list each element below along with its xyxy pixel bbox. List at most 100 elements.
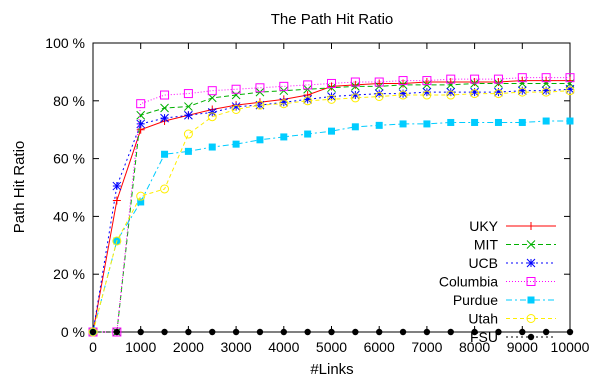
y-tick-label: 0 % bbox=[61, 324, 85, 340]
chart-title: The Path Hit Ratio bbox=[271, 11, 394, 28]
data-point bbox=[352, 328, 359, 336]
series-line bbox=[92, 88, 571, 333]
legend-item: MIT bbox=[474, 237, 556, 253]
data-point bbox=[209, 328, 216, 336]
legend-item: Purdue bbox=[453, 292, 556, 308]
legend-label: Utah bbox=[468, 311, 498, 327]
data-point bbox=[565, 84, 575, 94]
data-point bbox=[279, 99, 289, 109]
legend-item: Columbia bbox=[439, 274, 556, 290]
data-point bbox=[494, 87, 503, 97]
data-point bbox=[527, 222, 535, 230]
x-tick-label: 10000 bbox=[551, 339, 590, 355]
data-point bbox=[541, 87, 551, 97]
data-point bbox=[207, 86, 217, 96]
data-point bbox=[327, 82, 336, 91]
data-point bbox=[519, 328, 526, 336]
data-point bbox=[374, 77, 384, 87]
data-point bbox=[526, 258, 536, 268]
data-point bbox=[541, 73, 551, 83]
data-point bbox=[231, 84, 241, 94]
data-point bbox=[161, 150, 169, 158]
data-point bbox=[470, 78, 479, 87]
data-point bbox=[517, 87, 527, 97]
legend-item: Utah bbox=[468, 311, 556, 327]
data-point bbox=[527, 296, 535, 304]
x-tick-label: 7000 bbox=[411, 339, 442, 355]
data-point bbox=[527, 333, 535, 341]
data-point bbox=[304, 328, 311, 336]
y-axis-label: Path Hit Ratio bbox=[11, 141, 28, 234]
data-point bbox=[470, 89, 480, 99]
data-point bbox=[183, 89, 193, 99]
data-point bbox=[89, 328, 97, 336]
data-point bbox=[494, 118, 502, 126]
data-point bbox=[160, 184, 170, 194]
data-point bbox=[232, 328, 240, 336]
y-tick-label: 20 % bbox=[53, 266, 85, 282]
data-point bbox=[494, 78, 503, 87]
data-point bbox=[350, 93, 360, 103]
data-point bbox=[423, 328, 431, 336]
legend-label: Purdue bbox=[453, 292, 498, 308]
data-point bbox=[493, 74, 503, 84]
data-point bbox=[423, 120, 431, 128]
series-line bbox=[92, 120, 570, 333]
data-point bbox=[471, 328, 478, 336]
data-point bbox=[376, 328, 383, 336]
series-line bbox=[92, 90, 571, 333]
x-tick-label: 0 bbox=[89, 339, 97, 355]
data-point bbox=[208, 143, 216, 151]
data-point bbox=[526, 277, 536, 286]
legend: UKY MIT UCB Columbia Purdue Utah FSU bbox=[439, 218, 556, 345]
data-point bbox=[541, 86, 551, 96]
data-point bbox=[256, 136, 264, 144]
data-point bbox=[541, 79, 551, 88]
data-point bbox=[327, 92, 336, 101]
data-point bbox=[207, 93, 217, 103]
data-point bbox=[517, 79, 527, 88]
data-point bbox=[565, 86, 575, 96]
data-point bbox=[470, 87, 479, 97]
data-point bbox=[422, 87, 432, 97]
data-point bbox=[113, 328, 121, 336]
y-tick-label: 80 % bbox=[53, 93, 85, 109]
legend-item: UKY bbox=[469, 218, 556, 234]
data-point bbox=[351, 80, 360, 89]
data-point bbox=[231, 90, 241, 100]
data-point bbox=[446, 87, 456, 97]
data-point bbox=[399, 120, 407, 128]
data-point bbox=[495, 328, 502, 336]
data-point bbox=[375, 121, 383, 129]
data-point bbox=[526, 314, 536, 323]
data-point bbox=[327, 94, 336, 104]
data-point bbox=[470, 74, 480, 84]
x-tick-label: 5000 bbox=[316, 339, 347, 355]
data-point bbox=[399, 79, 408, 88]
data-point bbox=[422, 76, 432, 86]
data-point bbox=[518, 118, 526, 126]
data-point bbox=[160, 113, 169, 123]
data-point bbox=[184, 110, 193, 120]
data-point bbox=[207, 112, 217, 122]
data-point bbox=[304, 130, 312, 138]
y-tick-label: 60 % bbox=[53, 151, 85, 167]
data-point bbox=[493, 89, 503, 99]
data-point bbox=[112, 196, 121, 205]
data-point bbox=[161, 328, 168, 336]
x-tick-label: 8000 bbox=[459, 339, 490, 355]
series-utah bbox=[88, 86, 575, 337]
data-point bbox=[160, 90, 170, 100]
data-point bbox=[88, 327, 98, 337]
data-point bbox=[350, 77, 360, 87]
y-tick-label: 40 % bbox=[53, 208, 85, 224]
data-point bbox=[136, 99, 146, 109]
legend-label: FSU bbox=[470, 329, 498, 345]
x-tick-label: 4000 bbox=[268, 339, 299, 355]
y-tick-label: 100 % bbox=[45, 35, 85, 51]
data-point bbox=[183, 129, 193, 139]
data-point bbox=[256, 328, 264, 336]
data-point bbox=[328, 328, 335, 336]
x-tick-label: 3000 bbox=[221, 339, 252, 355]
